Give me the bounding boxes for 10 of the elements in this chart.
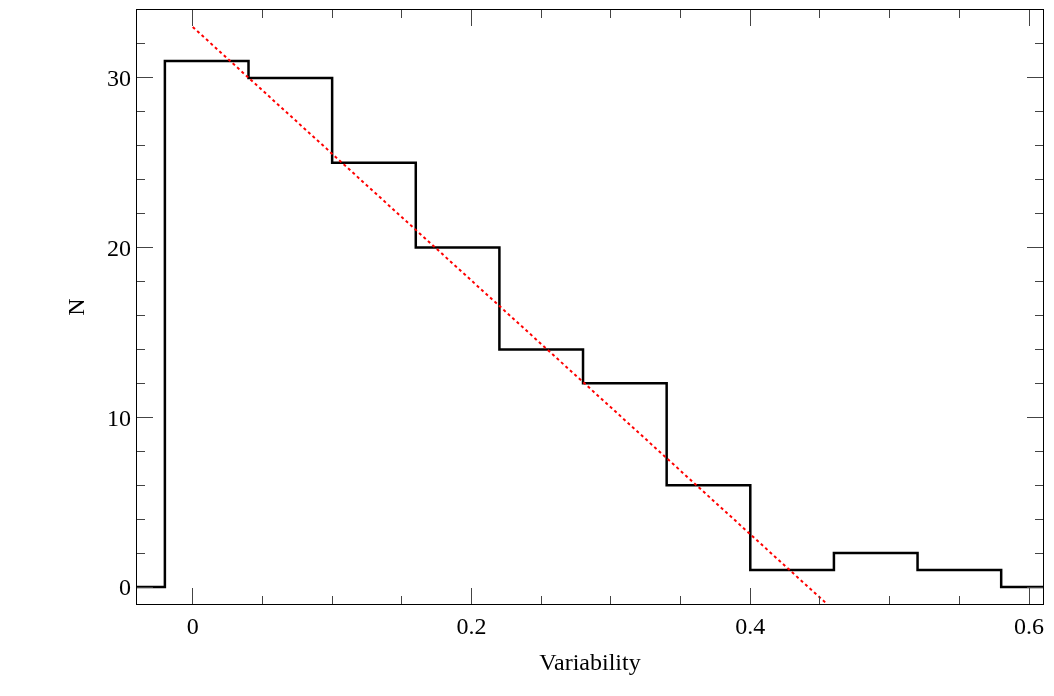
x-axis-title: Variability [539, 649, 641, 676]
x-tick-label: 0.2 [456, 612, 487, 639]
y-tick-label: 0 [119, 574, 132, 601]
y-tick-label: 30 [107, 65, 132, 92]
x-tick-label: 0 [186, 612, 199, 639]
y-axis-title: N [63, 298, 90, 316]
y-tick-label: 10 [107, 404, 132, 431]
y-tick-label: 20 [107, 235, 132, 261]
x-tick-label: 0.6 [1014, 612, 1045, 639]
x-tick-label: 0.4 [735, 612, 766, 639]
